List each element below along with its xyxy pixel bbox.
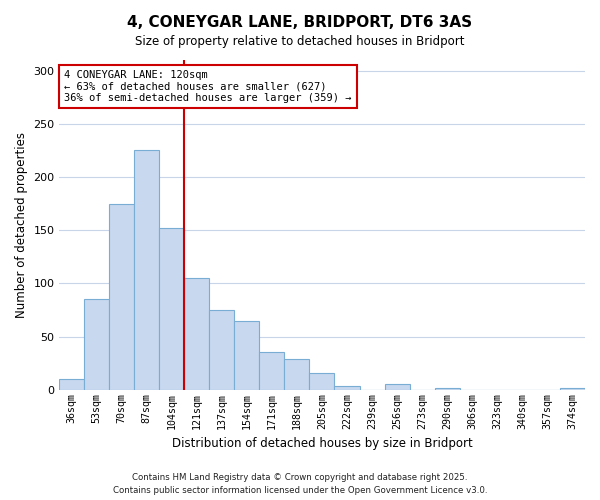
Bar xyxy=(209,310,234,390)
X-axis label: Distribution of detached houses by size in Bridport: Distribution of detached houses by size … xyxy=(172,437,472,450)
Bar xyxy=(434,388,460,390)
Bar xyxy=(259,352,284,390)
Bar xyxy=(184,278,209,390)
Bar xyxy=(310,373,334,390)
Text: 4, CONEYGAR LANE, BRIDPORT, DT6 3AS: 4, CONEYGAR LANE, BRIDPORT, DT6 3AS xyxy=(127,15,473,30)
Bar xyxy=(560,388,585,390)
Bar xyxy=(84,300,109,390)
Bar xyxy=(385,384,410,390)
Bar xyxy=(109,204,134,390)
Bar xyxy=(134,150,159,390)
Text: Contains HM Land Registry data © Crown copyright and database right 2025.
Contai: Contains HM Land Registry data © Crown c… xyxy=(113,473,487,495)
Bar xyxy=(284,359,310,390)
Y-axis label: Number of detached properties: Number of detached properties xyxy=(15,132,28,318)
Text: Size of property relative to detached houses in Bridport: Size of property relative to detached ho… xyxy=(135,35,465,48)
Bar xyxy=(59,379,84,390)
Text: 4 CONEYGAR LANE: 120sqm
← 63% of detached houses are smaller (627)
36% of semi-d: 4 CONEYGAR LANE: 120sqm ← 63% of detache… xyxy=(64,70,352,103)
Bar xyxy=(334,386,359,390)
Bar xyxy=(234,320,259,390)
Bar xyxy=(159,228,184,390)
